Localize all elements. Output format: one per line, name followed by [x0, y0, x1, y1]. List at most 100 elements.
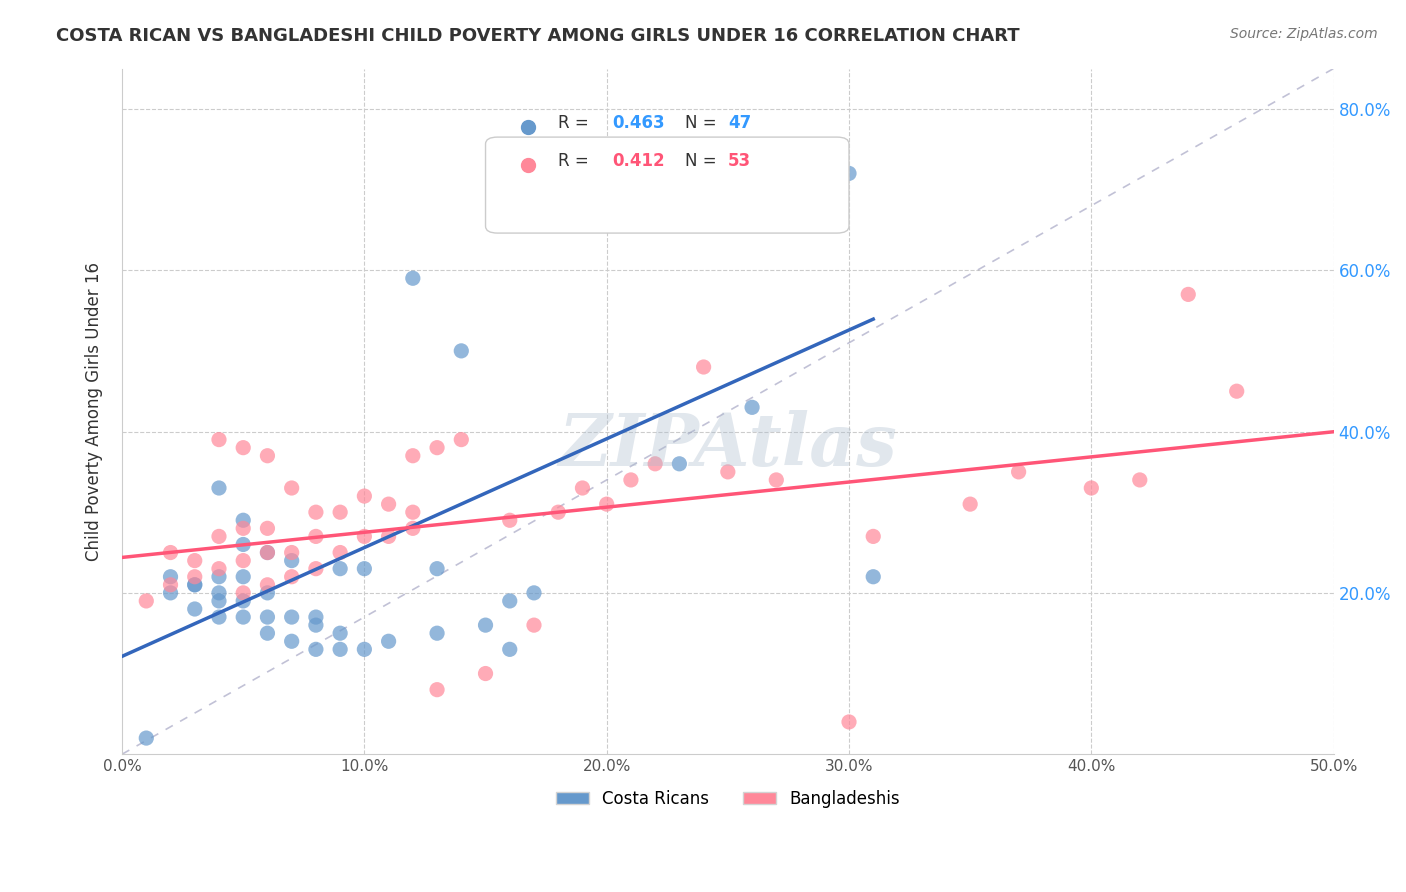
Point [353, 562, 375, 576]
Point [499, 594, 522, 608]
Point [595, 166, 617, 180]
Point [184, 570, 207, 584]
Point [256, 545, 278, 559]
Point [305, 505, 328, 519]
Text: 0.463: 0.463 [613, 114, 665, 132]
Point [256, 586, 278, 600]
Point [474, 666, 496, 681]
Point [353, 529, 375, 543]
Point [329, 642, 352, 657]
Point [450, 433, 472, 447]
Point [668, 457, 690, 471]
Point [159, 578, 181, 592]
Point [208, 481, 231, 495]
Point [280, 610, 302, 624]
Point [353, 489, 375, 503]
Point [644, 457, 666, 471]
Point [232, 521, 254, 535]
Point [135, 594, 157, 608]
Point [377, 529, 399, 543]
Point [765, 473, 787, 487]
Point [208, 586, 231, 600]
Text: R =: R = [558, 153, 589, 170]
Point [305, 562, 328, 576]
Point [402, 521, 425, 535]
Point [184, 578, 207, 592]
Point [595, 497, 617, 511]
Point [1226, 384, 1249, 399]
Text: 53: 53 [728, 153, 751, 170]
Point [256, 578, 278, 592]
Point [862, 529, 884, 543]
Point [305, 642, 328, 657]
Point [232, 570, 254, 584]
Text: Source: ZipAtlas.com: Source: ZipAtlas.com [1230, 27, 1378, 41]
Point [499, 642, 522, 657]
Point [305, 610, 328, 624]
Point [377, 634, 399, 648]
Point [717, 465, 740, 479]
Point [329, 545, 352, 559]
Text: 47: 47 [728, 114, 751, 132]
Point [256, 545, 278, 559]
Point [426, 441, 449, 455]
Point [256, 610, 278, 624]
Point [1080, 481, 1102, 495]
Point [159, 570, 181, 584]
Text: N =: N = [686, 153, 717, 170]
Text: 0.412: 0.412 [613, 153, 665, 170]
Point [256, 626, 278, 640]
Point [620, 473, 643, 487]
Point [922, 54, 945, 68]
Point [959, 497, 981, 511]
Point [184, 602, 207, 616]
Text: ZIPAtlas: ZIPAtlas [558, 410, 897, 481]
Point [426, 682, 449, 697]
Point [426, 562, 449, 576]
Point [838, 714, 860, 729]
Point [280, 545, 302, 559]
Point [159, 586, 181, 600]
Point [644, 150, 666, 164]
Point [280, 570, 302, 584]
Point [377, 497, 399, 511]
FancyBboxPatch shape [485, 137, 849, 233]
Point [232, 594, 254, 608]
Point [208, 433, 231, 447]
Point [499, 513, 522, 527]
Point [402, 505, 425, 519]
Point [547, 505, 569, 519]
Point [426, 626, 449, 640]
Point [862, 570, 884, 584]
Point [159, 545, 181, 559]
Point [256, 521, 278, 535]
Text: R =: R = [558, 114, 589, 132]
Point [232, 441, 254, 455]
Point [329, 562, 352, 576]
Point [741, 401, 763, 415]
Point [523, 586, 546, 600]
Point [208, 529, 231, 543]
Point [329, 626, 352, 640]
Legend: Costa Ricans, Bangladeshis: Costa Ricans, Bangladeshis [548, 783, 907, 814]
Point [305, 529, 328, 543]
Point [256, 449, 278, 463]
Point [474, 618, 496, 632]
Point [208, 570, 231, 584]
Point [1177, 287, 1199, 301]
Point [232, 586, 254, 600]
Point [305, 618, 328, 632]
Text: COSTA RICAN VS BANGLADESHI CHILD POVERTY AMONG GIRLS UNDER 16 CORRELATION CHART: COSTA RICAN VS BANGLADESHI CHILD POVERTY… [56, 27, 1019, 45]
Point [232, 513, 254, 527]
Point [184, 553, 207, 567]
Point [208, 562, 231, 576]
Point [1007, 465, 1029, 479]
Point [571, 481, 593, 495]
Point [692, 359, 714, 374]
Point [280, 634, 302, 648]
Point [838, 166, 860, 180]
Point [571, 207, 593, 221]
Point [402, 271, 425, 285]
Point [450, 343, 472, 358]
Point [329, 505, 352, 519]
